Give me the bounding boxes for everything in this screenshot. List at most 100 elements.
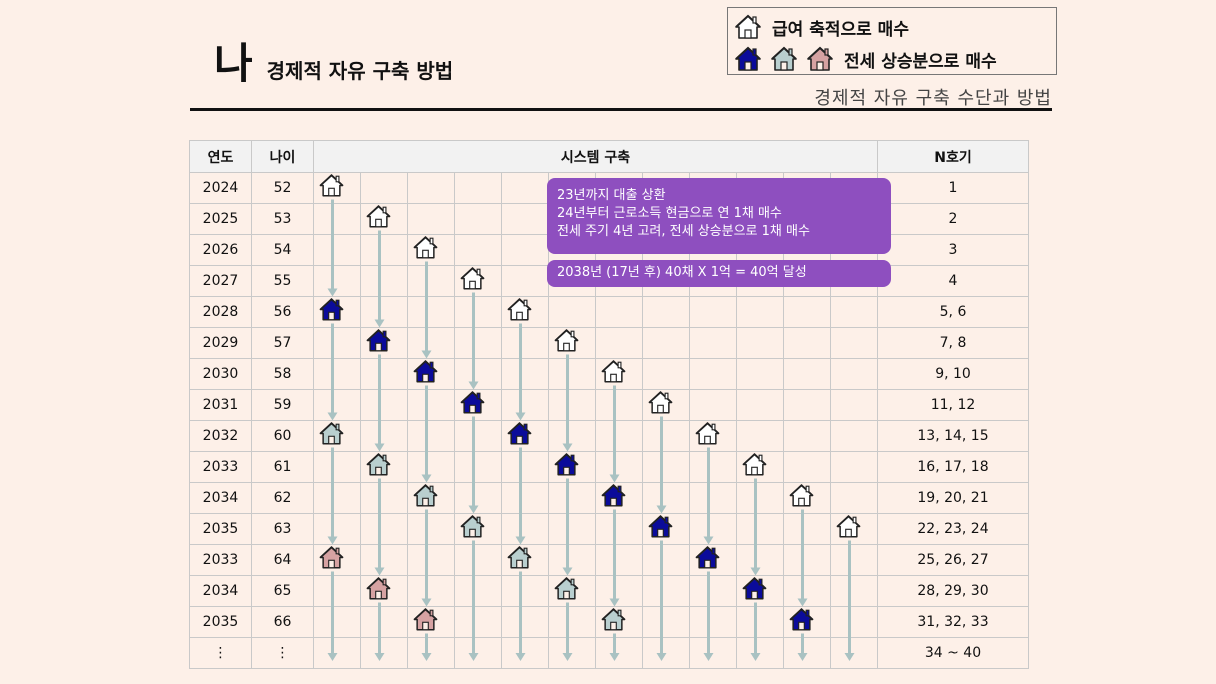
cell-system: [689, 482, 737, 514]
cell-system: [642, 296, 690, 328]
cell-year: 2032: [189, 420, 252, 452]
cell-system: [736, 482, 784, 514]
cell-count: 3: [877, 234, 1029, 266]
cell-system: [407, 513, 455, 545]
cell-system: [360, 420, 408, 452]
cell-system: [407, 451, 455, 483]
table-row: 2030 58 9, 10: [189, 358, 1029, 390]
cell-system: [313, 389, 361, 421]
cell-system: [360, 327, 408, 359]
cell-system: [360, 544, 408, 576]
cell-system: [689, 513, 737, 545]
cell-system: [783, 358, 831, 390]
cell-system: [689, 606, 737, 638]
cell-system: [736, 296, 784, 328]
cell-system: [548, 513, 596, 545]
cell-system: [313, 482, 361, 514]
cell-year: 2029: [189, 327, 252, 359]
cell-system: [407, 389, 455, 421]
cell-system: [313, 327, 361, 359]
legend-box: 급여 축적으로 매수 전세 상승분으로 매수: [727, 7, 1057, 75]
legend-row-salary: 급여 축적으로 매수: [734, 13, 909, 41]
cell-year: 2033: [189, 451, 252, 483]
cell-system: [548, 358, 596, 390]
house-icon-gray: [771, 46, 797, 71]
cell-system: [454, 203, 502, 235]
house-icon-white: [735, 14, 761, 39]
cell-system: [689, 544, 737, 576]
cell-age: ⋮: [251, 637, 314, 669]
cell-system: [689, 420, 737, 452]
title-divider: [190, 108, 1052, 111]
cell-year: 2034: [189, 482, 252, 514]
cell-system: [360, 575, 408, 607]
cell-system: [783, 575, 831, 607]
cell-age: 52: [251, 172, 314, 204]
cell-system: [454, 575, 502, 607]
cell-system: [360, 296, 408, 328]
callout-line-3: 전세 주기 4년 고려, 전세 상승분으로 1채 매수: [557, 224, 810, 239]
cell-system: [454, 544, 502, 576]
cell-system: [736, 451, 784, 483]
cell-system: [407, 234, 455, 266]
cell-age: 64: [251, 544, 314, 576]
cell-system: [642, 513, 690, 545]
cell-system: [407, 358, 455, 390]
cell-system: [830, 544, 878, 576]
cell-system: [360, 203, 408, 235]
table-row: 2034 62 19, 20, 21: [189, 482, 1029, 514]
cell-system: [454, 513, 502, 545]
cell-system: [689, 637, 737, 669]
cell-system: [313, 203, 361, 235]
header-system: 시스템 구축: [313, 140, 878, 173]
cell-system: [313, 451, 361, 483]
cell-system: [501, 513, 549, 545]
table-row: 2029 57 7, 8: [189, 327, 1029, 359]
cell-system: [595, 327, 643, 359]
cell-system: [501, 420, 549, 452]
cell-system: [360, 234, 408, 266]
cell-system: [830, 637, 878, 669]
cell-count: 1: [877, 172, 1029, 204]
cell-system: [830, 327, 878, 359]
cell-system: [501, 234, 549, 266]
callout-line-1: 23년까지 대출 상환: [557, 188, 666, 203]
cell-system: [313, 637, 361, 669]
cell-system: [313, 606, 361, 638]
house-icon-gray: [771, 46, 797, 71]
cell-system: [830, 482, 878, 514]
cell-system: [595, 389, 643, 421]
house-icon-pink: [807, 46, 833, 71]
cell-system: [360, 172, 408, 204]
callout-plan: 23년까지 대출 상환 24년부터 근로소득 현금으로 연 1채 매수 전세 주…: [547, 178, 891, 254]
cell-year: ⋮: [189, 637, 252, 669]
cell-system: [501, 358, 549, 390]
cell-count: 7, 8: [877, 327, 1029, 359]
cell-system: [595, 451, 643, 483]
cell-system: [595, 606, 643, 638]
cell-system: [689, 358, 737, 390]
cell-system: [313, 420, 361, 452]
cell-system: [501, 451, 549, 483]
cell-year: 2026: [189, 234, 252, 266]
cell-count: 25, 26, 27: [877, 544, 1029, 576]
cell-system: [783, 327, 831, 359]
page-title: 경제적 자유 구축 방법: [266, 59, 454, 83]
cell-system: [642, 482, 690, 514]
cell-system: [454, 265, 502, 297]
cell-system: [407, 482, 455, 514]
cell-year: 2035: [189, 513, 252, 545]
cell-system: [407, 606, 455, 638]
cell-count: 9, 10: [877, 358, 1029, 390]
cell-system: [830, 513, 878, 545]
cell-system: [642, 327, 690, 359]
cell-count: 11, 12: [877, 389, 1029, 421]
cell-system: [313, 513, 361, 545]
table-header-row: 연도 나이 시스템 구축 N호기: [189, 140, 1029, 173]
cell-year: 2031: [189, 389, 252, 421]
cell-system: [642, 420, 690, 452]
cell-system: [501, 637, 549, 669]
cell-system: [313, 234, 361, 266]
cell-system: [783, 420, 831, 452]
cell-system: [642, 389, 690, 421]
